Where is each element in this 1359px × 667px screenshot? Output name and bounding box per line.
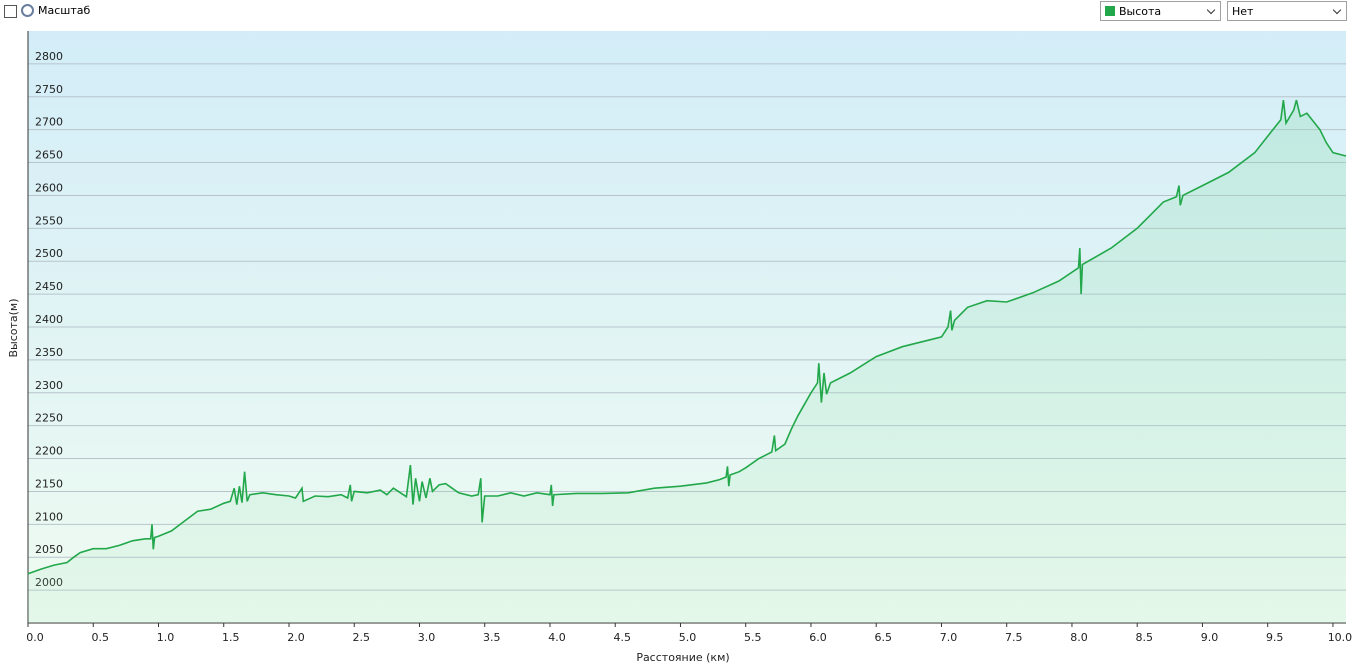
x-tick-label: 3.0 [418, 631, 436, 644]
zoom-icon [21, 4, 34, 17]
x-tick-label: 0.5 [91, 631, 109, 644]
y-tick-label: 2600 [35, 181, 63, 194]
x-tick-label: 0.0 [26, 631, 44, 644]
x-tick-label: 2.5 [352, 631, 370, 644]
x-tick-label: 4.5 [613, 631, 631, 644]
y-tick-label: 2350 [35, 346, 63, 359]
y-tick-label: 2750 [35, 83, 63, 96]
x-tick-label: 6.0 [809, 631, 827, 644]
zoom-label: Масштаб [38, 4, 91, 17]
second-select[interactable]: Нет [1227, 1, 1347, 21]
x-tick-label: 1.5 [222, 631, 240, 644]
y-tick-label: 2500 [35, 247, 63, 260]
x-tick-label: 8.0 [1070, 631, 1088, 644]
y-tick-label: 2700 [35, 116, 63, 129]
legend-swatch [1105, 6, 1115, 16]
y-tick-label: 2550 [35, 214, 63, 227]
x-tick-label: 3.5 [483, 631, 501, 644]
y-tick-label: 2050 [35, 543, 63, 556]
y-tick-label: 2450 [35, 280, 63, 293]
y-tick-label: 2400 [35, 313, 63, 326]
y-axis-label: Высота(м) [7, 298, 20, 357]
second-select-label: Нет [1232, 5, 1254, 18]
y-tick-label: 2650 [35, 149, 63, 162]
series-select[interactable]: Высота [1100, 1, 1221, 21]
x-tick-label: 5.5 [744, 631, 762, 644]
x-tick-label: 7.0 [940, 631, 958, 644]
y-tick-label: 2800 [35, 50, 63, 63]
x-tick-label: 5.0 [679, 631, 697, 644]
x-tick-label: 1.0 [157, 631, 175, 644]
toolbar: Масштаб Высота Нет [0, 0, 1359, 24]
x-tick-label: 8.5 [1135, 631, 1153, 644]
x-tick-label: 9.0 [1201, 631, 1219, 644]
legend-label: Высота [1119, 5, 1162, 18]
x-tick-label: 10.0 [1328, 631, 1353, 644]
y-tick-label: 2300 [35, 379, 63, 392]
x-tick-label: 4.0 [548, 631, 566, 644]
x-axis-label: Расстояние (км) [636, 651, 729, 664]
y-tick-label: 2200 [35, 445, 63, 458]
x-tick-label: 9.5 [1266, 631, 1284, 644]
zoom-checkbox[interactable] [4, 5, 17, 18]
y-tick-label: 2100 [35, 510, 63, 523]
y-tick-label: 2250 [35, 412, 63, 425]
x-tick-label: 2.0 [287, 631, 305, 644]
y-tick-label: 2150 [35, 477, 63, 490]
x-tick-label: 7.5 [1005, 631, 1023, 644]
x-tick-label: 6.5 [874, 631, 892, 644]
elevation-line [27, 99, 1347, 575]
